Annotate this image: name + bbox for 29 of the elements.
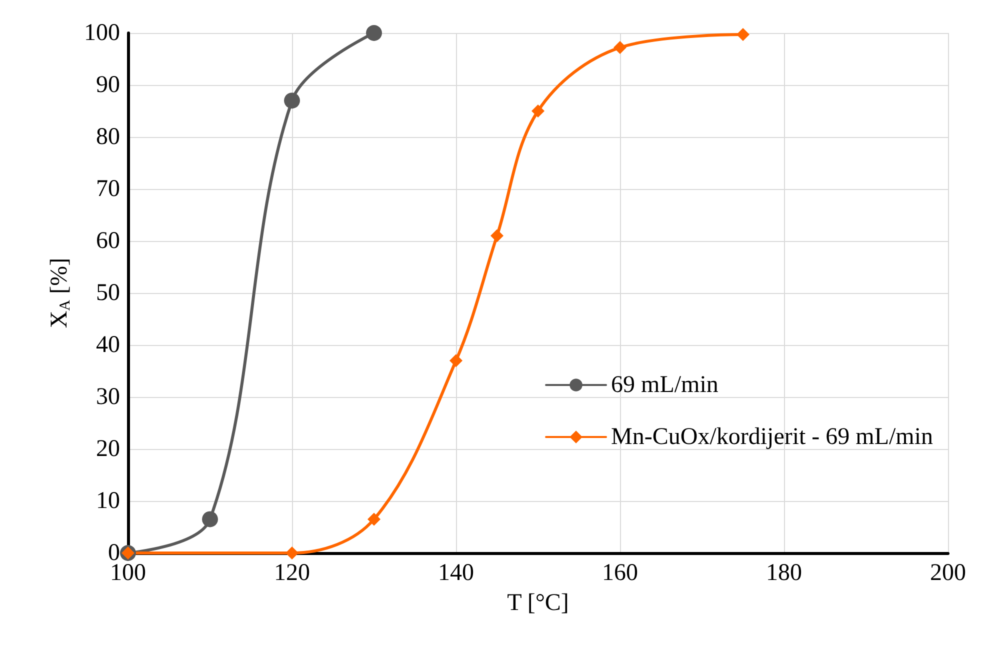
- y-axis-title: XA [%]: [46, 258, 74, 328]
- x-tick-label: 160: [602, 560, 638, 586]
- y-tick-label: 40: [96, 332, 120, 358]
- y-tick-label: 100: [84, 20, 120, 46]
- point: [202, 511, 218, 528]
- y-tick-label: 10: [96, 488, 120, 514]
- x-tick-label: 120: [274, 560, 310, 586]
- x-axis-title: T [°C]: [507, 590, 569, 616]
- point: [532, 104, 544, 118]
- y-tick-label: 60: [96, 228, 120, 254]
- point: [450, 354, 462, 368]
- y-tick-label: 70: [96, 176, 120, 202]
- point: [736, 28, 750, 42]
- point: [286, 546, 298, 560]
- point: [614, 41, 626, 54]
- y-tick-label: 30: [96, 384, 120, 410]
- x-tick-label: 140: [438, 560, 474, 586]
- y-tick-label: 90: [96, 72, 120, 98]
- x-tick-label: 200: [930, 560, 966, 586]
- point: [490, 229, 504, 242]
- point: [284, 92, 300, 109]
- point: [366, 25, 382, 41]
- y-tick-label: 20: [96, 436, 120, 462]
- legend-label: Mn-CuOx/kordijerit - 69 mL/min: [611, 424, 934, 450]
- x-tick-label: 180: [766, 560, 802, 586]
- legend-label: 69 mL/min: [611, 372, 718, 398]
- point: [368, 512, 380, 526]
- y-tick-label: 50: [96, 280, 120, 306]
- y-tick-label: 80: [96, 124, 120, 150]
